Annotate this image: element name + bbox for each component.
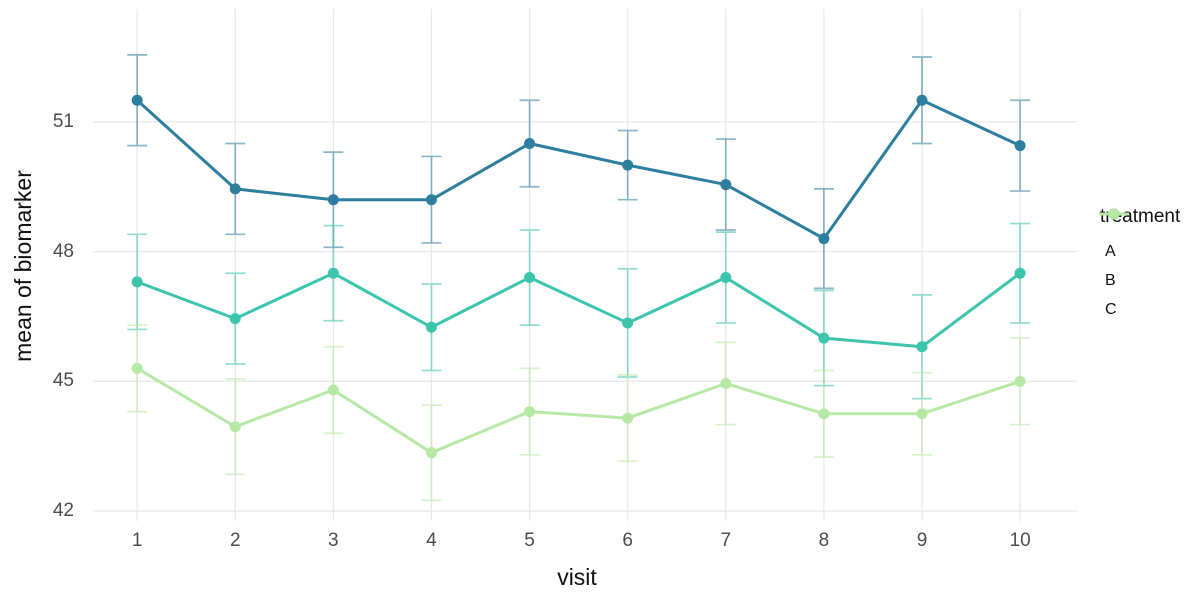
series-C [127,324,1031,502]
y-axis-title: mean of biomarker [10,170,36,362]
series-A-point [229,183,241,195]
series-C-point [425,447,437,459]
legend-label: A [1105,242,1116,260]
y-tick-label: 42 [52,500,74,522]
series-A-point [327,194,339,206]
x-tick-label: 10 [1009,530,1031,551]
legend-item-B: B [1096,208,1180,295]
series-C-point [1014,375,1026,387]
series-B-line [135,271,1022,349]
x-tick-label: 5 [524,530,535,551]
series-C-point [327,384,339,396]
series-B-point [131,276,143,288]
series-A-point [818,233,830,245]
series-A-line [135,98,1022,241]
series-B-point [524,272,536,284]
series-A-point [1014,140,1026,152]
gridlines [93,9,1077,521]
x-tick-label: 9 [916,530,928,551]
x-tick-label: 2 [229,530,241,551]
legend-label: C [1105,300,1117,318]
series-C-point [524,406,536,418]
series-B-point [327,267,339,279]
series-A [127,53,1031,290]
y-tick-label: 45 [52,370,74,392]
legend-title: treatment [1100,206,1181,227]
x-tick-label: 4 [426,530,437,551]
series-C-point [818,408,830,420]
series-A-point [622,159,634,171]
x-tick-label: 3 [328,530,339,551]
series-C-point [229,421,241,433]
series-C-point [131,362,143,374]
series-A-point [131,94,143,106]
x-tick-label: 7 [720,530,732,551]
legend-item-C: C [1096,208,1180,324]
series-B-point [229,313,241,325]
series-A-point [425,194,437,206]
series-C-line [135,366,1022,455]
x-tick-label: 6 [622,530,633,551]
x-tick-label: 1 [131,530,143,551]
series-B-errorbars [127,222,1031,400]
y-tick-label: 48 [52,240,74,262]
x-axis-title: visit [557,564,597,590]
series-A-point [720,179,732,191]
series-C-point [916,408,928,420]
series-B-point [622,317,634,329]
y-tick-label: 51 [52,110,74,132]
x-tick-label: 8 [818,530,830,551]
series-B-point [916,341,928,353]
series-C-point [720,377,732,389]
series-A-errorbars [127,53,1031,290]
legend-label: B [1105,271,1116,289]
series-B-point [720,272,732,284]
series-B [127,222,1031,400]
legend-key-C-icon [1099,208,1129,220]
series-B-point [425,321,437,333]
series-A-point [916,94,928,106]
series-B-point [1014,267,1026,279]
series-B-point [818,332,830,344]
series-A-point [524,137,536,149]
series-C-point [622,412,634,424]
legend-item-A: A [1096,208,1180,266]
